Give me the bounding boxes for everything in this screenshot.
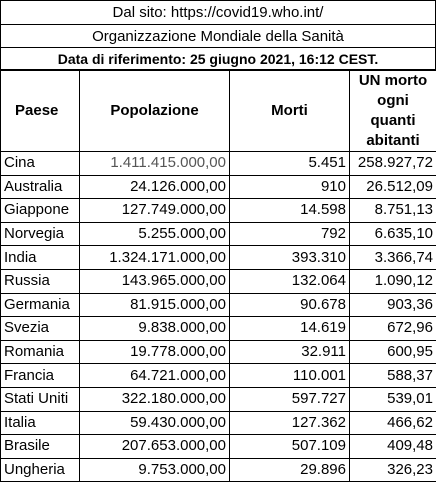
cell-morti: 597.727	[229, 386, 350, 412]
cell-ratio: 6.635,10	[349, 221, 436, 247]
source-line: Dal sito: https://covid19.who.int/	[0, 0, 436, 24]
cell-ratio: 409,48	[349, 434, 436, 459]
cell-paese: Russia	[0, 268, 80, 294]
header-popolazione: Popolazione	[79, 70, 230, 152]
cell-paese: Norvegia	[0, 221, 80, 247]
cell-popolazione: 1.324.171.000,00	[79, 245, 230, 270]
cell-paese: Giappone	[0, 198, 80, 223]
table-row: Norvegia 5.255.000,00 792 6.635,10	[0, 221, 436, 247]
cell-popolazione: 59.430.000,00	[79, 410, 230, 436]
cell-paese: Germania	[0, 292, 80, 318]
cell-ratio: 3.366,74	[349, 245, 436, 270]
cell-ratio: 588,37	[349, 363, 436, 388]
cell-morti: 507.109	[229, 434, 350, 459]
cell-popolazione: 24.126.000,00	[79, 174, 230, 200]
cell-popolazione: 81.915.000,00	[79, 292, 230, 318]
cell-ratio: 8.751,13	[349, 198, 436, 223]
cell-popolazione: 19.778.000,00	[79, 339, 230, 365]
cell-paese: Italia	[0, 410, 80, 436]
cell-morti: 792	[229, 221, 350, 247]
cell-paese: Brasile	[0, 434, 80, 459]
cell-popolazione: 322.180.000,00	[79, 386, 230, 412]
table-row: Cina 1.411.415.000,00 5.451 258.927,72	[0, 151, 436, 176]
cell-paese: Australia	[0, 174, 80, 200]
table-row: Australia 24.126.000,00 910 26.512,09	[0, 174, 436, 200]
reference-date-line: Data di riferimento: 25 giugno 2021, 16:…	[0, 47, 436, 70]
cell-ratio: 326,23	[349, 457, 436, 483]
cell-paese: Stati Uniti	[0, 386, 80, 412]
cell-ratio: 672,96	[349, 316, 436, 341]
table-header-row: Paese Popolazione Morti UN morto ogni qu…	[0, 70, 436, 152]
cell-paese: Cina	[0, 151, 80, 176]
organization-line: Organizzazione Mondiale della Sanità	[0, 24, 436, 47]
cell-popolazione: 143.965.000,00	[79, 268, 230, 294]
cell-morti: 393.310	[229, 245, 350, 270]
table-row: Romania 19.778.000,00 32.911 600,95	[0, 339, 436, 365]
cell-popolazione: 127.749.000,00	[79, 198, 230, 223]
cell-morti: 90.678	[229, 292, 350, 318]
cell-popolazione: 207.653.000,00	[79, 434, 230, 459]
table-row: India 1.324.171.000,00 393.310 3.366,74	[0, 245, 436, 270]
covid-table: Paese Popolazione Morti UN morto ogni qu…	[0, 70, 436, 483]
table-row: Italia 59.430.000,00 127.362 466,62	[0, 410, 436, 436]
header-paese: Paese	[0, 70, 80, 152]
cell-morti: 127.362	[229, 410, 350, 436]
cell-popolazione: 1.411.415.000,00	[79, 151, 230, 176]
cell-popolazione: 9.838.000,00	[79, 316, 230, 341]
cell-paese: Svezia	[0, 316, 80, 341]
cell-morti: 29.896	[229, 457, 350, 483]
cell-paese: India	[0, 245, 80, 270]
cell-popolazione: 64.721.000,00	[79, 363, 230, 388]
cell-ratio: 600,95	[349, 339, 436, 365]
table-row: Brasile 207.653.000,00 507.109 409,48	[0, 434, 436, 459]
cell-ratio: 258.927,72	[349, 151, 436, 176]
cell-morti: 32.911	[229, 339, 350, 365]
cell-popolazione: 9.753.000,00	[79, 457, 230, 483]
table-row: Germania 81.915.000,00 90.678 903,36	[0, 292, 436, 318]
table-row: Ungheria 9.753.000,00 29.896 326,23	[0, 457, 436, 483]
cell-morti: 910	[229, 174, 350, 200]
table-row: Russia 143.965.000,00 132.064 1.090,12	[0, 268, 436, 294]
cell-popolazione: 5.255.000,00	[79, 221, 230, 247]
table-row: Francia 64.721.000,00 110.001 588,37	[0, 363, 436, 388]
cell-morti: 132.064	[229, 268, 350, 294]
table-body: Cina 1.411.415.000,00 5.451 258.927,72 Austr…	[0, 151, 436, 483]
cell-morti: 110.001	[229, 363, 350, 388]
table-row: Svezia 9.838.000,00 14.619 672,96	[0, 316, 436, 341]
header-morti: Morti	[229, 70, 350, 152]
cell-paese: Ungheria	[0, 457, 80, 483]
header-ratio: UN morto ogni quanti abitanti	[349, 70, 436, 152]
cell-paese: Romania	[0, 339, 80, 365]
cell-ratio: 466,62	[349, 410, 436, 436]
cell-morti: 14.619	[229, 316, 350, 341]
cell-morti: 5.451	[229, 151, 350, 176]
cell-paese: Francia	[0, 363, 80, 388]
cell-ratio: 26.512,09	[349, 174, 436, 200]
cell-ratio: 1.090,12	[349, 268, 436, 294]
table-row: Stati Uniti 322.180.000,00 597.727 539,01	[0, 386, 436, 412]
cell-morti: 14.598	[229, 198, 350, 223]
cell-ratio: 903,36	[349, 292, 436, 318]
cell-ratio: 539,01	[349, 386, 436, 412]
table-row: Giappone 127.749.000,00 14.598 8.751,13	[0, 198, 436, 223]
